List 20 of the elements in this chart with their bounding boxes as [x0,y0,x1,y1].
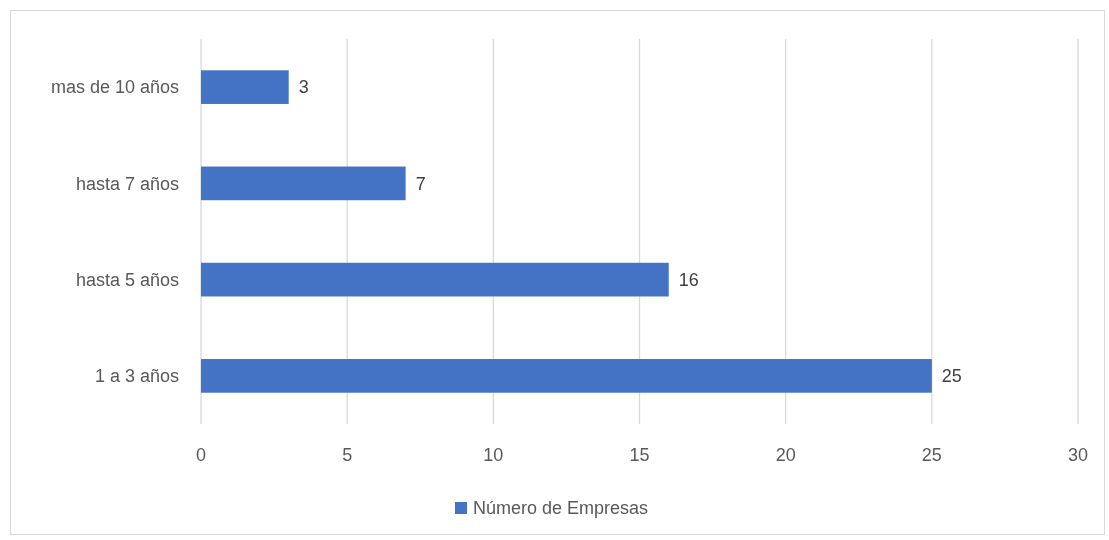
legend-label: Número de Empresas [473,498,649,519]
x-tick-label: 0 [195,445,207,466]
x-tick-label: 25 [921,445,942,466]
bar [201,70,289,104]
bar [201,166,406,201]
y-tick-label: hasta 5 años [75,269,179,290]
data-label: 7 [415,173,426,194]
x-tick-label: 5 [342,445,353,466]
x-tick-label: 20 [775,445,796,466]
x-tick-label: 30 [1067,445,1089,466]
x-tick-label: 15 [629,445,650,466]
y-tick-label: 1 a 3 años [94,366,179,387]
x-tick-label: 10 [483,445,504,466]
data-label: 16 [678,269,699,290]
bar [201,359,932,393]
y-tick-label: hasta 7 años [75,173,179,194]
data-label: 25 [941,366,962,387]
data-label: 3 [298,77,309,98]
bar [201,262,669,297]
y-tick-label: mas de 10 años [50,77,179,98]
